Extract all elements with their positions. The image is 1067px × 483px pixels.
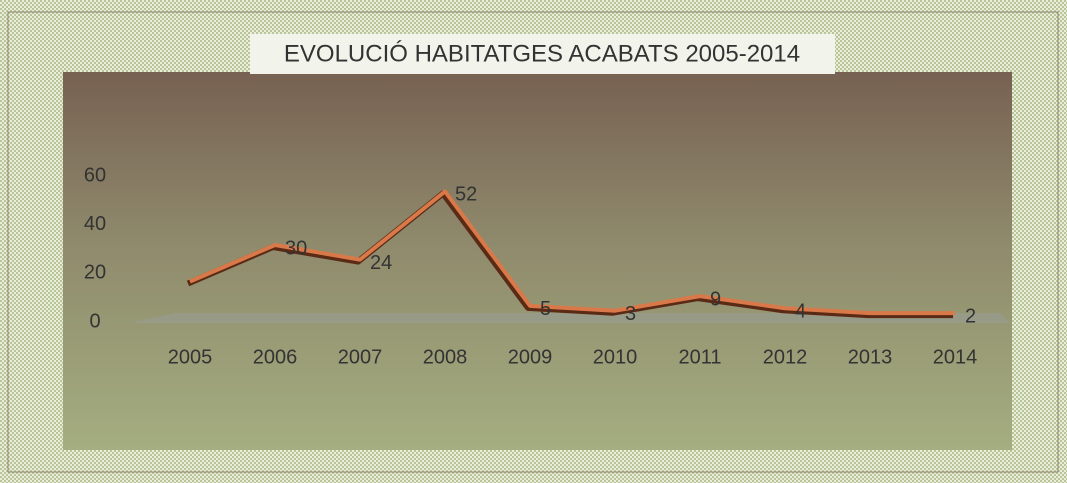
x-tick-label: 2008 bbox=[423, 346, 468, 368]
x-tick-label: 2011 bbox=[678, 346, 721, 368]
y-tick-label: 40 bbox=[84, 213, 106, 235]
x-tick-label: 2012 bbox=[763, 346, 808, 368]
x-tick-label: 2009 bbox=[508, 346, 553, 368]
data-label: 30 bbox=[285, 237, 307, 259]
frame-border bbox=[7, 11, 1059, 473]
data-label: 52 bbox=[455, 184, 477, 206]
line bbox=[189, 189, 955, 316]
x-tick-label: 2007 bbox=[338, 346, 383, 368]
x-tick-label: 2014 bbox=[933, 346, 978, 368]
y-tick-label: 0 bbox=[89, 310, 100, 332]
data-label: 5 bbox=[540, 298, 551, 320]
x-tick-label: 2006 bbox=[253, 346, 298, 368]
x-tick-label: 2005 bbox=[168, 346, 213, 368]
x-tick-label: 2010 bbox=[593, 346, 638, 368]
data-label: 24 bbox=[370, 252, 392, 274]
line-shadow bbox=[186, 190, 953, 319]
plot-area bbox=[63, 72, 1012, 450]
data-label: 4 bbox=[795, 301, 806, 323]
y-tick-label: 20 bbox=[84, 262, 106, 284]
title-box bbox=[250, 34, 835, 74]
floor bbox=[130, 313, 1010, 323]
chart-title: EVOLUCIÓ HABITATGES ACABATS 2005-2014 bbox=[284, 40, 800, 67]
y-tick-label: 60 bbox=[84, 164, 106, 186]
x-tick-label: 2013 bbox=[848, 346, 893, 368]
data-label: 9 bbox=[710, 288, 721, 310]
data-label: 3 bbox=[625, 303, 636, 325]
data-label: 2 bbox=[965, 305, 976, 327]
